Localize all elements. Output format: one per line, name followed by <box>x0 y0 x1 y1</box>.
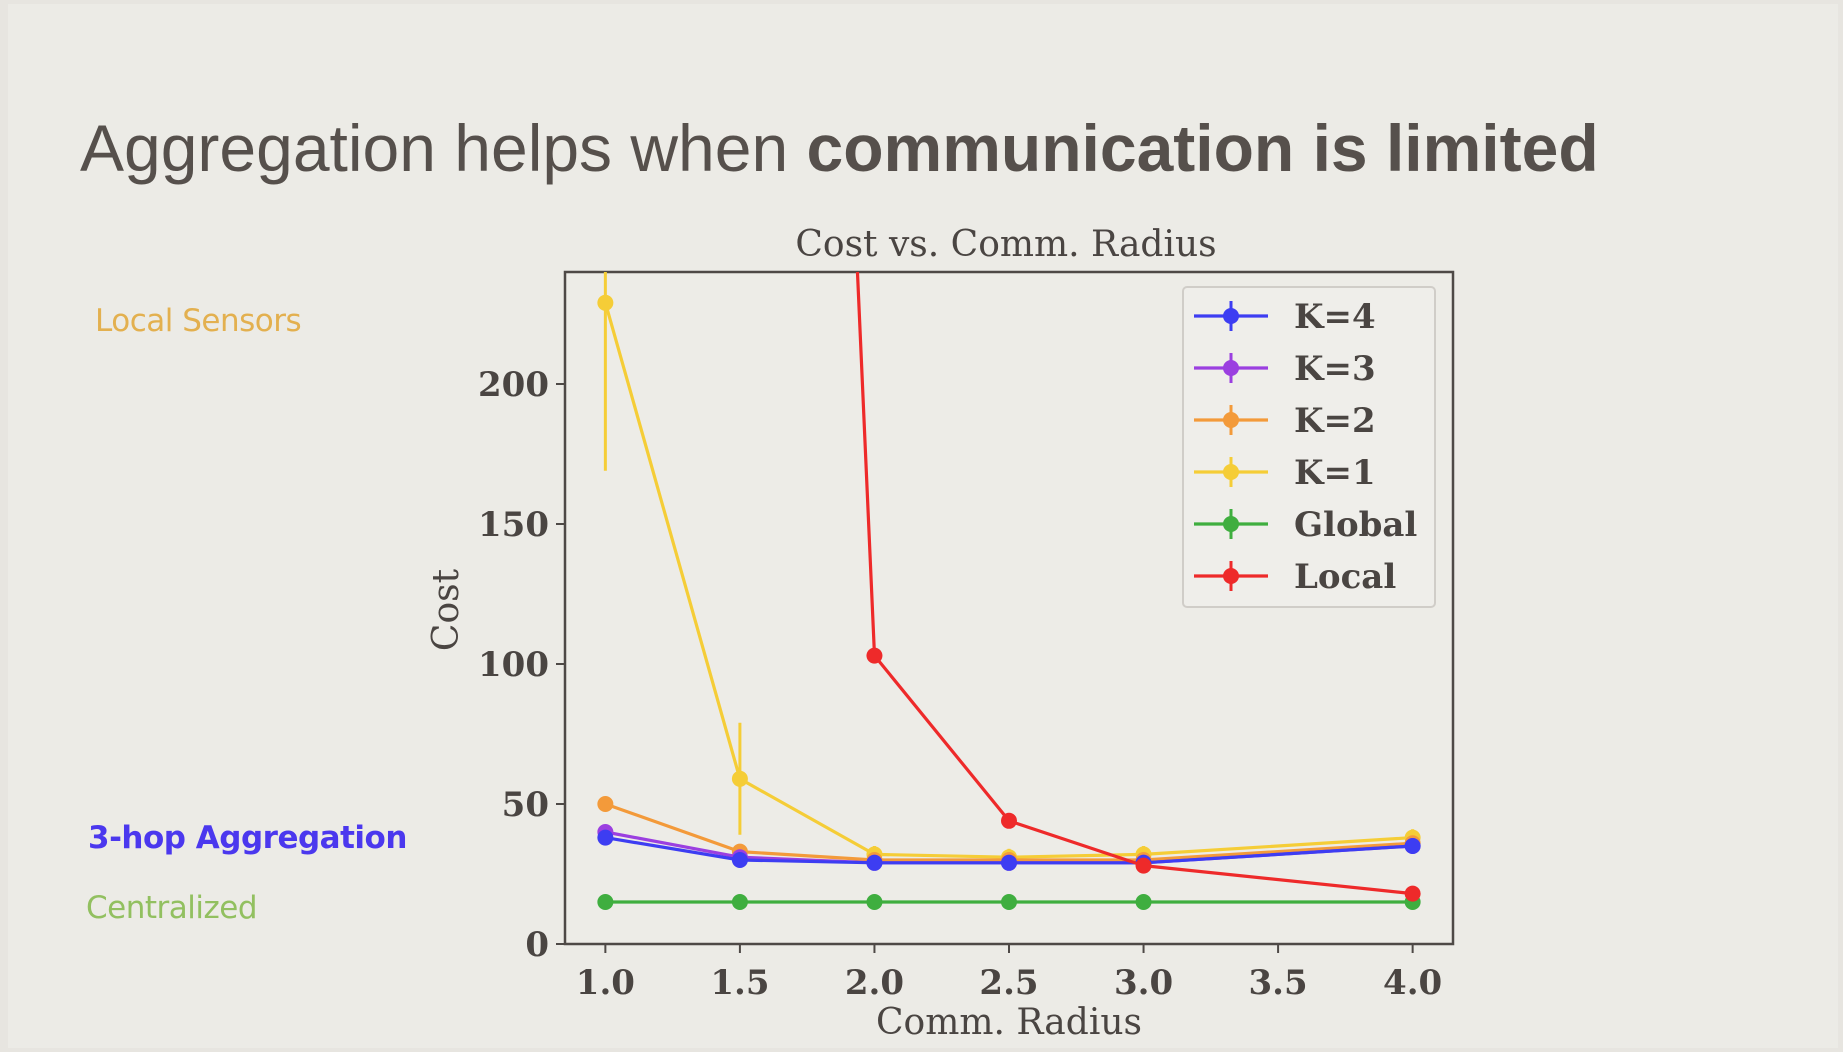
legend-item: K=3 <box>1194 349 1376 389</box>
data-point <box>597 796 614 812</box>
series-line <box>603 302 1413 859</box>
legend-item: K=2 <box>1194 401 1376 441</box>
y-tick-label: 50 <box>502 785 549 825</box>
x-tick-label: 2.0 <box>845 963 904 1003</box>
data-point <box>1001 854 1017 871</box>
data-point <box>597 294 614 311</box>
data-point <box>1135 894 1152 910</box>
y-tick-label: 100 <box>478 645 549 685</box>
data-point <box>1404 885 1421 902</box>
series-local <box>855 271 1421 902</box>
label-local-sensors: Local Sensors <box>95 303 302 339</box>
legend-label: Global <box>1294 505 1417 545</box>
y-tick-label: 200 <box>478 365 549 405</box>
series-line <box>604 802 1413 862</box>
legend-label: K=4 <box>1294 297 1376 337</box>
x-tick-label: 1.0 <box>576 963 635 1003</box>
data-point <box>866 854 883 871</box>
legend-label: K=1 <box>1294 453 1376 493</box>
x-tick-label: 1.5 <box>710 963 769 1003</box>
title-regular: Aggregation helps when <box>80 111 807 185</box>
legend-label: K=3 <box>1294 349 1376 389</box>
data-point <box>597 894 614 910</box>
data-point <box>597 829 614 846</box>
data-point <box>731 770 748 787</box>
x-axis-label: Comm. Radius <box>876 1002 1142 1043</box>
data-point <box>1404 838 1421 854</box>
legend-marker <box>1223 412 1239 428</box>
data-point <box>731 894 748 910</box>
title-bold: communication is limited <box>806 111 1599 185</box>
data-point <box>1135 857 1152 874</box>
x-tick-label: 4.0 <box>1383 963 1442 1003</box>
legend-label: K=2 <box>1294 401 1376 441</box>
legend: K=4 K=3 K=2 K=1 Global Local <box>1182 286 1436 608</box>
series-line <box>605 836 1413 865</box>
legend-item: Global <box>1194 505 1417 545</box>
label-3hop-aggregation: 3-hop Aggregation <box>88 820 407 856</box>
x-tick-label: 3.0 <box>1114 963 1173 1003</box>
data-point <box>866 647 883 664</box>
x-tick-label: 2.5 <box>979 963 1038 1003</box>
data-point <box>866 894 883 910</box>
y-axis-label: Cost <box>426 568 467 651</box>
data-point <box>731 852 748 868</box>
legend-marker <box>1223 360 1239 376</box>
chart-title: Cost vs. Comm. Radius <box>795 224 1216 265</box>
x-tick-label: 3.5 <box>1249 963 1308 1003</box>
legend-marker <box>1223 308 1239 324</box>
legend-item: K=1 <box>1194 453 1376 493</box>
legend-label: Local <box>1294 557 1396 597</box>
legend-marker <box>1223 464 1239 480</box>
y-tick-label: 150 <box>478 505 549 545</box>
y-tick-label: 0 <box>525 925 549 965</box>
legend-marker <box>1223 568 1239 584</box>
slide-title: Aggregation helps when communication is … <box>80 110 1599 186</box>
legend-item: K=4 <box>1194 297 1376 337</box>
data-point <box>1001 894 1017 910</box>
series-global <box>597 894 1421 910</box>
label-centralized: Centralized <box>86 890 258 926</box>
legend-item: Local <box>1194 557 1396 597</box>
data-point <box>1001 812 1017 829</box>
legend-marker <box>1223 516 1239 532</box>
